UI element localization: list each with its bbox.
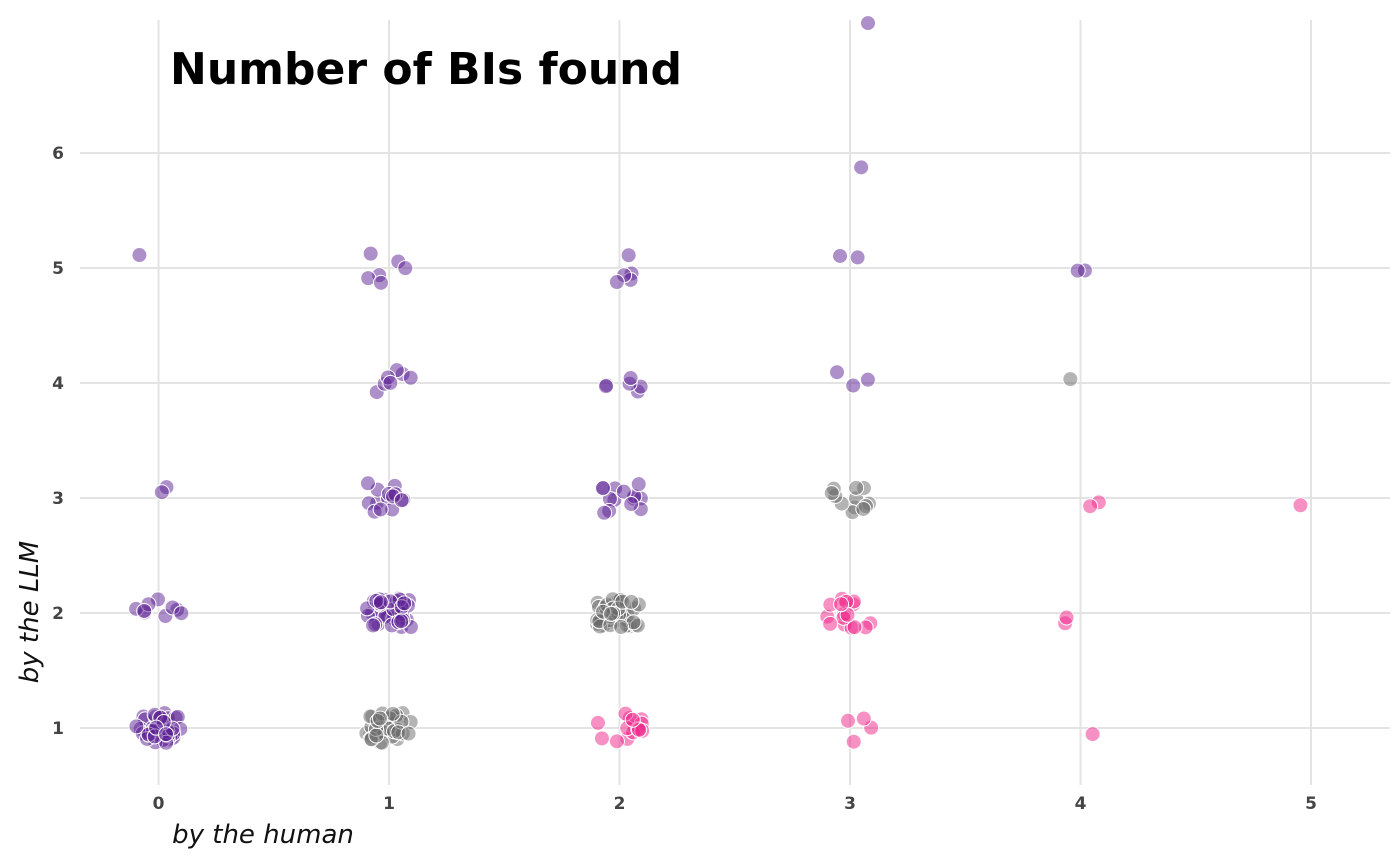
data-point <box>823 485 840 502</box>
data-points <box>128 15 1309 751</box>
chart-title: Number of BIs found <box>170 44 682 95</box>
y-tick-label: 3 <box>52 489 64 509</box>
data-point <box>623 496 640 513</box>
data-point <box>1058 609 1075 626</box>
data-point <box>593 730 610 747</box>
data-point <box>615 483 632 500</box>
data-point <box>608 733 625 750</box>
data-point <box>362 245 379 262</box>
data-point <box>613 619 630 636</box>
y-tick-label: 4 <box>52 374 64 394</box>
data-point <box>1062 371 1079 388</box>
y-tick-label: 5 <box>52 259 64 279</box>
data-point <box>855 500 872 517</box>
data-point <box>158 726 175 743</box>
y-tick-label: 6 <box>52 144 64 164</box>
data-point <box>372 501 389 518</box>
data-point <box>365 617 382 634</box>
x-tick-label: 4 <box>1075 794 1087 814</box>
tick-labels: 0 1 2 3 4 5 1 2 3 4 5 6 <box>52 144 1317 814</box>
x-tick-label: 0 <box>153 794 165 814</box>
data-point <box>136 602 153 619</box>
x-tick-label: 3 <box>844 794 856 814</box>
data-point <box>840 712 857 729</box>
data-point <box>860 15 877 32</box>
data-point <box>372 710 389 727</box>
data-point <box>397 260 414 277</box>
data-point <box>846 619 863 636</box>
data-point <box>1084 726 1101 743</box>
data-point <box>128 718 145 735</box>
data-point <box>624 711 641 728</box>
grid <box>80 20 1390 785</box>
data-point <box>833 596 850 613</box>
data-point <box>402 369 419 386</box>
data-point <box>1069 262 1086 279</box>
data-point <box>372 594 389 611</box>
data-point <box>630 476 647 493</box>
data-point <box>608 274 625 291</box>
data-point <box>832 247 849 264</box>
data-point <box>845 733 862 750</box>
y-tick-label: 2 <box>52 604 64 624</box>
x-axis-title: by the human <box>172 820 354 850</box>
data-point <box>622 370 639 387</box>
x-tick-label: 1 <box>383 794 395 814</box>
data-point <box>393 613 410 630</box>
data-point <box>829 364 846 381</box>
data-point <box>859 371 876 388</box>
data-point <box>173 605 190 622</box>
data-point <box>153 484 170 501</box>
data-point <box>382 374 399 391</box>
data-point <box>853 159 870 176</box>
data-point <box>597 378 614 395</box>
data-point <box>1082 498 1099 515</box>
data-point <box>849 249 866 266</box>
data-point <box>855 710 872 727</box>
data-point <box>1292 497 1309 514</box>
data-point <box>359 475 376 492</box>
data-point <box>372 274 389 291</box>
x-tick-label: 2 <box>614 794 626 814</box>
data-point <box>845 377 862 394</box>
data-point <box>603 605 620 622</box>
data-point <box>623 593 640 610</box>
data-point <box>822 615 839 632</box>
data-point <box>393 492 410 509</box>
data-point <box>620 247 637 264</box>
data-point <box>368 727 385 744</box>
data-point <box>589 714 606 731</box>
data-point <box>396 595 413 612</box>
y-axis-title: by the LLM <box>15 541 45 684</box>
data-point <box>848 479 865 496</box>
data-point <box>400 725 417 742</box>
data-point <box>595 480 612 497</box>
y-tick-label: 1 <box>52 719 64 739</box>
data-point <box>596 504 613 521</box>
data-point <box>131 247 148 264</box>
x-tick-label: 5 <box>1305 794 1317 814</box>
